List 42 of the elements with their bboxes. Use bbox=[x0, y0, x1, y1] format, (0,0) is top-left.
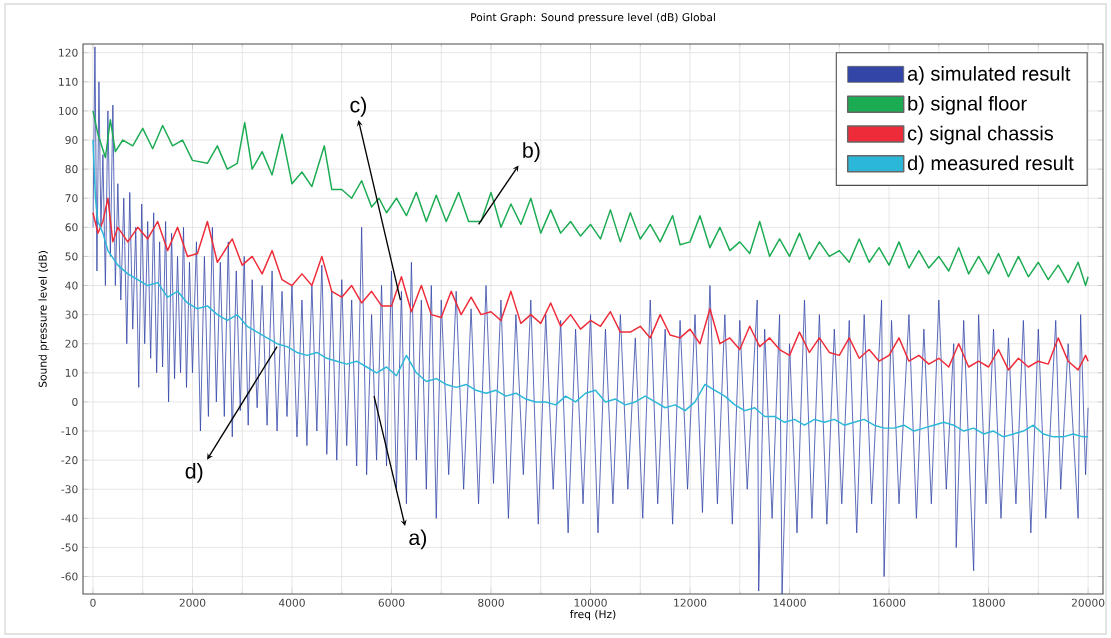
y-tick-label: 100 bbox=[59, 106, 78, 115]
y-tick-label: 30 bbox=[65, 310, 78, 319]
y-tick-label: 120 bbox=[59, 48, 78, 57]
y-tick-label: -40 bbox=[61, 514, 78, 523]
x-tick-label: 10000 bbox=[574, 598, 607, 607]
y-tick-label: 40 bbox=[65, 281, 78, 290]
y-tick-label: 20 bbox=[65, 339, 78, 348]
annotation: d) bbox=[185, 462, 203, 483]
annotation: b) bbox=[523, 142, 540, 163]
x-tick-label: 6000 bbox=[378, 598, 405, 607]
legend-label: d) measured result bbox=[907, 155, 1074, 175]
line-series bbox=[92, 197, 1089, 371]
x-tick-label: 14000 bbox=[773, 598, 806, 607]
y-tick-label: -50 bbox=[61, 543, 78, 552]
x-tick-label: 18000 bbox=[972, 598, 1005, 607]
legend-label: b) signal floor bbox=[908, 95, 1027, 115]
y-tick-label: 70 bbox=[65, 194, 78, 203]
x-tick-label: 12000 bbox=[674, 598, 707, 607]
legend-label: a) simulated result bbox=[907, 66, 1071, 85]
y-tick-label: -10 bbox=[61, 426, 78, 436]
y-tick-label: 90 bbox=[65, 135, 78, 145]
x-tick-label: 4000 bbox=[278, 598, 305, 607]
y-tick-label: 110 bbox=[59, 77, 78, 86]
y-tick-label: -60 bbox=[61, 572, 78, 581]
x-tick-label: 8000 bbox=[478, 598, 504, 607]
x-tick-label: 0 bbox=[90, 598, 96, 607]
y-tick-label: 60 bbox=[65, 223, 78, 232]
legend-label: c) signal chassis bbox=[907, 125, 1054, 145]
chart-title: Point Graph: Sound pressure level (dB) Global bbox=[471, 12, 715, 24]
y-tick-label: 50 bbox=[65, 252, 78, 261]
x-axis-title: freq (Hz) bbox=[569, 609, 616, 621]
annotation: c) bbox=[350, 96, 366, 117]
y-tick-label: -30 bbox=[61, 485, 78, 494]
x-tick-label: 2000 bbox=[179, 598, 206, 607]
y-axis-title: Sound pressure level (dB) bbox=[38, 251, 49, 388]
annotation: a) bbox=[409, 529, 427, 550]
y-tick-label: 80 bbox=[65, 165, 78, 174]
x-tick-label: 16000 bbox=[873, 598, 906, 607]
x-tick-label: 20000 bbox=[1071, 598, 1105, 607]
y-tick-label: 0 bbox=[72, 397, 78, 406]
y-tick-label: -20 bbox=[61, 456, 78, 465]
y-tick-label: 10 bbox=[65, 368, 78, 377]
